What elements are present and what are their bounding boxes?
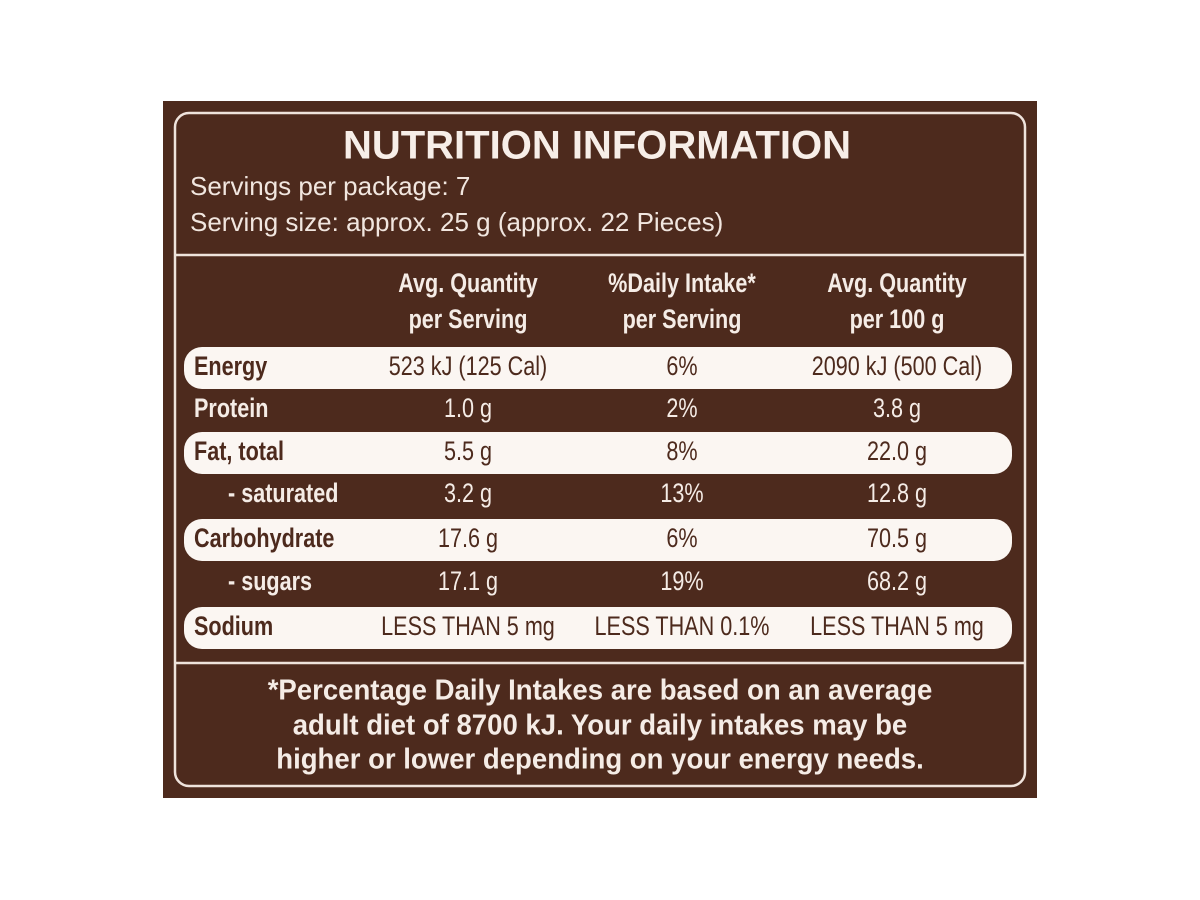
serving-size: Serving size: approx. 25 g (approx. 22 P… bbox=[190, 207, 723, 237]
row-value: LESS THAN 0.1% bbox=[595, 611, 770, 641]
footnote-line: *Percentage Daily Intakes are based on a… bbox=[268, 675, 933, 707]
row-value: 1.0 g bbox=[444, 393, 492, 423]
row-value: LESS THAN 5 mg bbox=[810, 611, 984, 641]
row-label: Sodium bbox=[194, 611, 273, 641]
row-value: LESS THAN 5 mg bbox=[381, 611, 555, 641]
row-highlight bbox=[184, 347, 1012, 389]
row-value: 19% bbox=[660, 566, 703, 596]
row-highlight bbox=[184, 519, 1012, 561]
column-header: per Serving bbox=[409, 304, 528, 334]
row-highlight bbox=[184, 607, 1012, 649]
row-label: Carbohydrate bbox=[194, 523, 334, 553]
footnote-line: higher or lower depending on your energy… bbox=[276, 744, 924, 776]
column-header: Avg. Quantity bbox=[398, 268, 538, 298]
footnote-line: adult diet of 8700 kJ. Your daily intake… bbox=[293, 710, 908, 742]
row-value: 523 kJ (125 Cal) bbox=[389, 351, 547, 381]
row-label: - saturated bbox=[228, 478, 338, 508]
row-value: 6% bbox=[666, 523, 697, 553]
row-value: 70.5 g bbox=[867, 523, 927, 553]
column-header: per 100 g bbox=[850, 304, 945, 334]
servings-per-package: Servings per package: 7 bbox=[190, 171, 470, 201]
row-value: 3.2 g bbox=[444, 478, 492, 508]
row-value: 17.1 g bbox=[438, 566, 498, 596]
row-label: Energy bbox=[194, 351, 267, 381]
row-value: 68.2 g bbox=[867, 566, 927, 596]
column-header: %Daily Intake* bbox=[608, 268, 756, 298]
row-label: Fat, total bbox=[194, 436, 284, 466]
row-value: 22.0 g bbox=[867, 436, 927, 466]
row-highlight bbox=[184, 432, 1012, 474]
row-label: Protein bbox=[194, 393, 268, 423]
row-value: 12.8 g bbox=[867, 478, 927, 508]
title: NUTRITION INFORMATION bbox=[343, 124, 851, 168]
row-value: 17.6 g bbox=[438, 523, 498, 553]
row-label: - sugars bbox=[228, 566, 312, 596]
column-header: per Serving bbox=[623, 304, 742, 334]
row-value: 5.5 g bbox=[444, 436, 492, 466]
row-value: 2% bbox=[666, 393, 697, 423]
column-header: Avg. Quantity bbox=[827, 268, 967, 298]
label-border bbox=[173, 111, 1027, 788]
row-value: 3.8 g bbox=[873, 393, 921, 423]
row-value: 8% bbox=[666, 436, 697, 466]
row-value: 2090 kJ (500 Cal) bbox=[812, 351, 983, 381]
row-value: 6% bbox=[666, 351, 697, 381]
row-value: 13% bbox=[660, 478, 703, 508]
